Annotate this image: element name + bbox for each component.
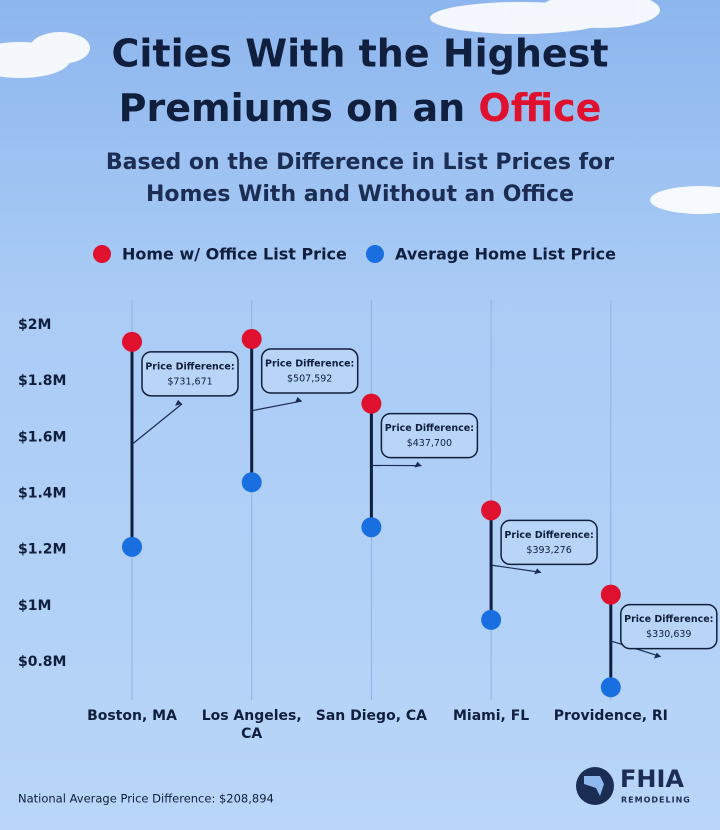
dot bbox=[241, 329, 262, 350]
x-tick-label: Miami, FL bbox=[452, 708, 530, 724]
callout-box bbox=[141, 351, 239, 397]
x-tick-label: San Diego, CA bbox=[315, 708, 427, 724]
callout-arrow bbox=[491, 564, 542, 573]
dot bbox=[481, 500, 502, 521]
subtitle-line: Homes With and Without an Office bbox=[146, 182, 574, 207]
legend-label: Home w/ Office List Price bbox=[122, 245, 347, 264]
callout-label: Price Difference: bbox=[385, 423, 474, 434]
footnote: National Average Price Difference: $208,… bbox=[18, 792, 274, 806]
arrow-head bbox=[653, 652, 661, 659]
logo-name: FHIA bbox=[620, 765, 684, 793]
callout-box bbox=[260, 348, 359, 394]
legend-swatch bbox=[93, 245, 111, 263]
y-tick-label: $1.2M bbox=[18, 542, 66, 558]
title-highlight: Office bbox=[478, 86, 601, 130]
callout-box bbox=[620, 603, 718, 650]
x-tick-label: Boston, MA bbox=[87, 708, 177, 724]
chart-title-line: Premiums on an Office bbox=[119, 86, 602, 130]
callout-value: $507,592 bbox=[287, 374, 332, 385]
y-tick-label: $1.8M bbox=[18, 373, 66, 389]
callout-box bbox=[500, 519, 598, 566]
logo-tagline: REMODELING bbox=[621, 796, 691, 805]
callout-value: $393,276 bbox=[526, 545, 571, 556]
arrow-head bbox=[294, 397, 302, 404]
callout-value: $330,639 bbox=[646, 629, 691, 640]
y-tick-label: $1.4M bbox=[18, 486, 66, 502]
legend-label: Average Home List Price bbox=[395, 245, 616, 264]
dot bbox=[122, 536, 142, 557]
dot bbox=[600, 677, 621, 698]
callout-label: Price Difference: bbox=[624, 614, 713, 625]
x-tick-label: Los Angeles, CA bbox=[201, 708, 302, 742]
legend-swatch bbox=[366, 245, 384, 263]
callout-arrow bbox=[251, 400, 302, 412]
dot bbox=[361, 393, 382, 414]
arrow-head bbox=[414, 461, 422, 468]
callout-value: $437,700 bbox=[407, 438, 452, 449]
dot bbox=[361, 517, 382, 538]
dot bbox=[481, 609, 502, 630]
y-tick-label: $1.6M bbox=[18, 429, 66, 445]
dot bbox=[241, 472, 262, 493]
y-tick-label: $0.8M bbox=[18, 654, 66, 670]
arrow-head bbox=[534, 568, 542, 575]
chart-title: Cities With the Highest bbox=[112, 32, 609, 76]
callout-label: Price Difference: bbox=[145, 361, 234, 372]
y-tick-label: $1M bbox=[18, 598, 51, 614]
callout-label: Price Difference: bbox=[504, 530, 593, 541]
callout-label: Price Difference: bbox=[265, 359, 354, 370]
dot bbox=[122, 331, 142, 352]
y-tick-label: $2M bbox=[18, 317, 51, 333]
x-tick-label: Providence, RI bbox=[553, 708, 668, 724]
dot bbox=[600, 584, 621, 605]
callout-value: $731,671 bbox=[167, 376, 212, 387]
clouds bbox=[0, 0, 720, 214]
subtitle: Based on the Difference in List Prices f… bbox=[106, 150, 614, 175]
arrow-head bbox=[175, 399, 182, 406]
callout-arrow bbox=[131, 403, 183, 445]
logo-shape bbox=[584, 776, 604, 796]
callout-box bbox=[380, 412, 479, 459]
